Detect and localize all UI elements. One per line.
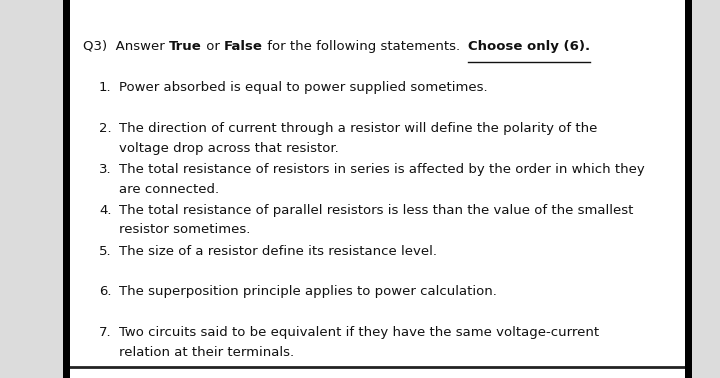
- Text: 4.: 4.: [99, 204, 112, 217]
- Text: True: True: [168, 40, 202, 53]
- Text: Q3)  Answer: Q3) Answer: [83, 40, 168, 53]
- Text: Two circuits said to be equivalent if they have the same voltage-current: Two circuits said to be equivalent if th…: [119, 326, 599, 339]
- Text: 6.: 6.: [99, 285, 112, 298]
- Text: are connected.: are connected.: [119, 183, 219, 195]
- Text: voltage drop across that resistor.: voltage drop across that resistor.: [119, 142, 338, 155]
- Text: 1.: 1.: [99, 81, 112, 94]
- Text: or: or: [202, 40, 224, 53]
- Text: The total resistance of resistors in series is affected by the order in which th: The total resistance of resistors in ser…: [119, 163, 644, 176]
- Text: resistor sometimes.: resistor sometimes.: [119, 223, 250, 236]
- Text: 7.: 7.: [99, 326, 112, 339]
- Text: The size of a resistor define its resistance level.: The size of a resistor define its resist…: [119, 245, 437, 257]
- Text: relation at their terminals.: relation at their terminals.: [119, 346, 294, 359]
- Text: for the following statements.: for the following statements.: [263, 40, 468, 53]
- Text: 2.: 2.: [99, 122, 112, 135]
- Text: 3.: 3.: [99, 163, 112, 176]
- Text: Choose only (6).: Choose only (6).: [468, 40, 590, 53]
- Text: The total resistance of parallel resistors is less than the value of the smalles: The total resistance of parallel resisto…: [119, 204, 633, 217]
- Text: False: False: [224, 40, 263, 53]
- Text: The direction of current through a resistor will define the polarity of the: The direction of current through a resis…: [119, 122, 597, 135]
- Text: 5.: 5.: [99, 245, 112, 257]
- Text: The superposition principle applies to power calculation.: The superposition principle applies to p…: [119, 285, 497, 298]
- Text: Power absorbed is equal to power supplied sometimes.: Power absorbed is equal to power supplie…: [119, 81, 487, 94]
